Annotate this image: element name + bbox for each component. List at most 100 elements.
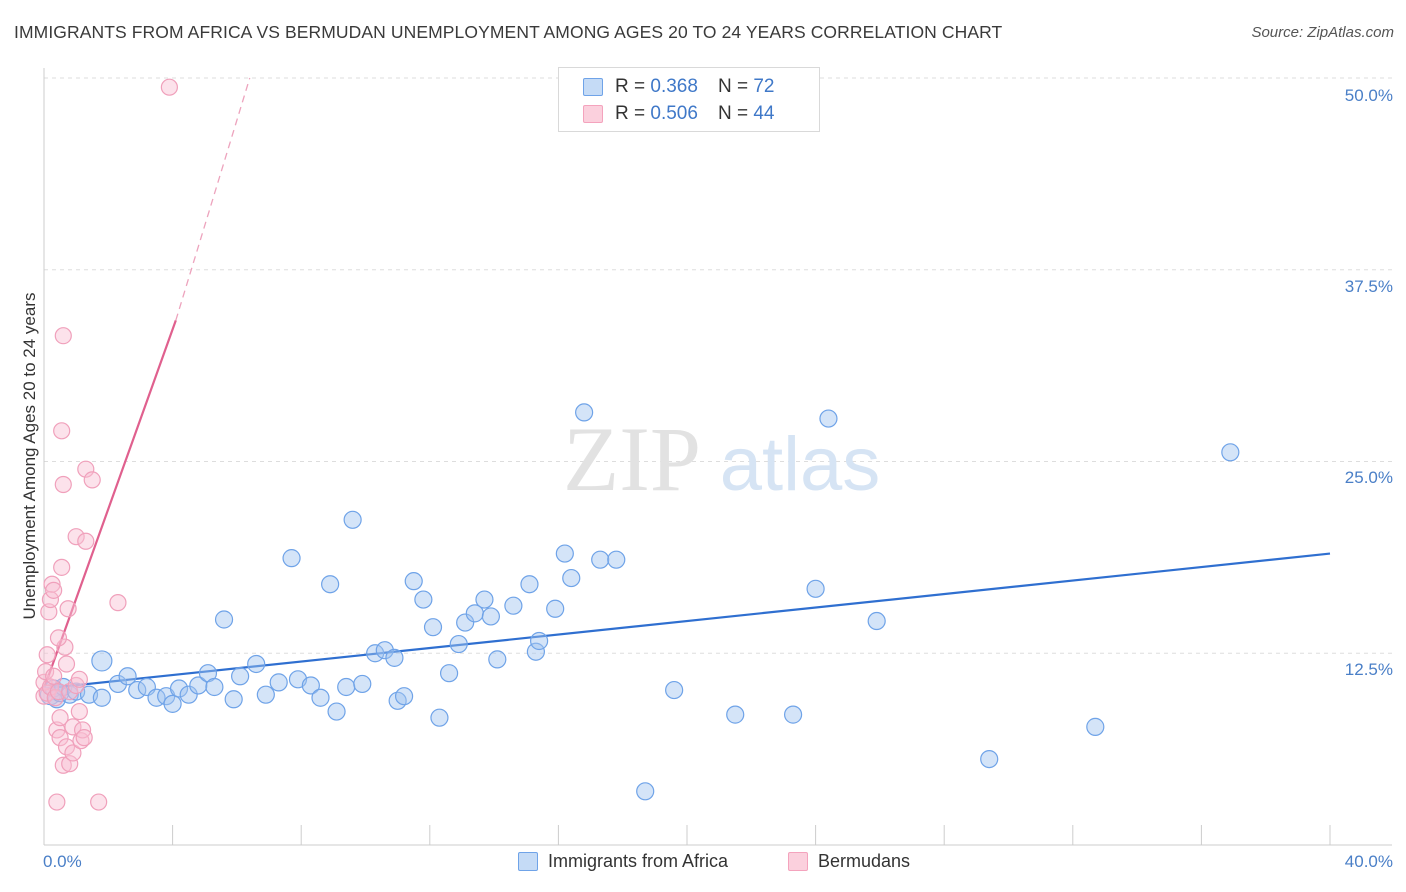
point-africa-24 [231,667,250,686]
scatter-points [35,78,1240,811]
y-tick-label-37-5: 37.5% [1344,277,1393,296]
point-bermudans-4 [38,646,56,664]
legend-r-label: R = [615,76,646,97]
point-africa-64 [665,680,684,700]
point-africa-17 [169,679,189,698]
point-bermudans-5 [40,603,58,621]
point-africa-69 [867,611,886,631]
axes [43,68,1392,846]
point-africa-47 [449,634,468,654]
point-africa-51 [481,607,500,626]
point-africa-68 [819,409,838,428]
point-africa-59 [562,568,581,588]
point-bermudans-16 [51,729,69,747]
legend-r-value-africa: 0.368 [650,76,698,97]
point-africa-48 [456,613,475,632]
point-africa-35 [343,510,362,529]
point-bermudans-30 [67,528,85,546]
trend-line-africa [43,552,1331,690]
point-africa-22 [214,610,234,629]
point-africa-55 [526,642,545,661]
point-bermudans-43 [49,629,68,647]
point-bermudans-15 [51,709,69,727]
point-africa-70 [980,749,999,769]
point-bermudans-40 [90,793,108,811]
legend-n-label: N = [717,76,749,97]
point-africa-41 [394,687,414,706]
watermark-zip: ZIP [563,408,701,510]
trend-line-bermudans-extension [175,77,251,321]
legend-item-africa[interactable]: Immigrants from Africa [518,851,728,872]
point-bermudans-17 [53,558,71,576]
point-africa-30 [301,676,320,695]
point-africa-50 [475,590,494,609]
watermark: ZIP atlas [563,408,880,510]
x-tick-label-0: 0.0% [43,852,82,871]
point-bermudans-8 [43,575,61,593]
point-africa-42 [404,572,423,591]
y-tick-label-12-5: 12.5% [1344,660,1393,679]
point-bermudans-36 [75,729,93,747]
point-bermudans-10 [45,581,63,599]
legend-swatch-bermudans [583,105,603,123]
legend-r-value-bermudans: 0.506 [650,103,698,124]
legend-label-africa: Immigrants from Africa [548,851,729,871]
point-africa-16 [163,694,182,713]
point-africa-44 [423,618,443,637]
point-bermudans-9 [45,667,63,685]
x-tick-label-40: 40.0% [1344,852,1393,871]
point-africa-53 [504,596,523,615]
point-bermudans-38 [77,460,95,478]
gridlines [44,77,1392,654]
point-africa-72 [1221,443,1240,462]
point-bermudans-13 [48,793,66,811]
point-africa-34 [337,677,356,697]
point-bermudans-21 [54,475,72,494]
legend-r-label: R = [615,103,646,124]
point-africa-18 [179,685,198,704]
point-africa-9 [91,650,113,672]
point-africa-33 [327,702,346,721]
point-africa-27 [269,673,288,692]
point-bermudans-27 [61,682,79,701]
point-africa-11 [118,667,137,686]
point-africa-61 [591,550,610,569]
point-bermudans-41 [109,594,127,612]
point-africa-31 [311,688,330,707]
point-africa-71 [1086,717,1105,736]
point-bermudans-23 [57,655,76,673]
point-bermudans-6 [41,678,60,696]
point-bermudans-34 [72,732,90,750]
point-africa-67 [806,579,825,598]
trend-line-bermudans [42,320,177,689]
legend-swatch-bermudans [788,852,808,871]
legend-n-label: N = [717,103,749,124]
point-bermudans-20 [54,756,72,774]
point-africa-8 [92,688,111,707]
point-africa-32 [321,575,340,594]
point-bermudans-37 [77,532,95,550]
point-bermudans-18 [53,422,71,440]
point-bermudans-25 [59,600,77,618]
legend-swatch-africa [518,852,538,871]
point-africa-40 [388,691,407,710]
point-bermudans-24 [57,738,76,756]
legend-row-africa: R = 0.368 N = 72 [583,75,774,99]
point-africa-23 [224,690,243,709]
correlation-legend: R = 0.368 N = 72 R = 0.506 N = 44 [558,67,820,132]
point-bermudans-42 [160,78,178,96]
legend-row-bermudans: R = 0.506 N = 44 [583,102,774,126]
point-bermudans-29 [64,744,82,762]
point-africa-45 [430,708,449,727]
point-africa-52 [488,650,507,669]
y-tick-label-25: 25.0% [1344,468,1393,487]
point-africa-10 [108,674,128,694]
point-africa-57 [546,599,565,618]
point-africa-62 [607,550,626,569]
point-africa-25 [247,654,266,674]
point-africa-63 [636,782,655,801]
legend-item-bermudans[interactable]: Bermudans [788,851,910,872]
point-africa-39 [385,648,404,667]
point-africa-26 [256,685,275,704]
